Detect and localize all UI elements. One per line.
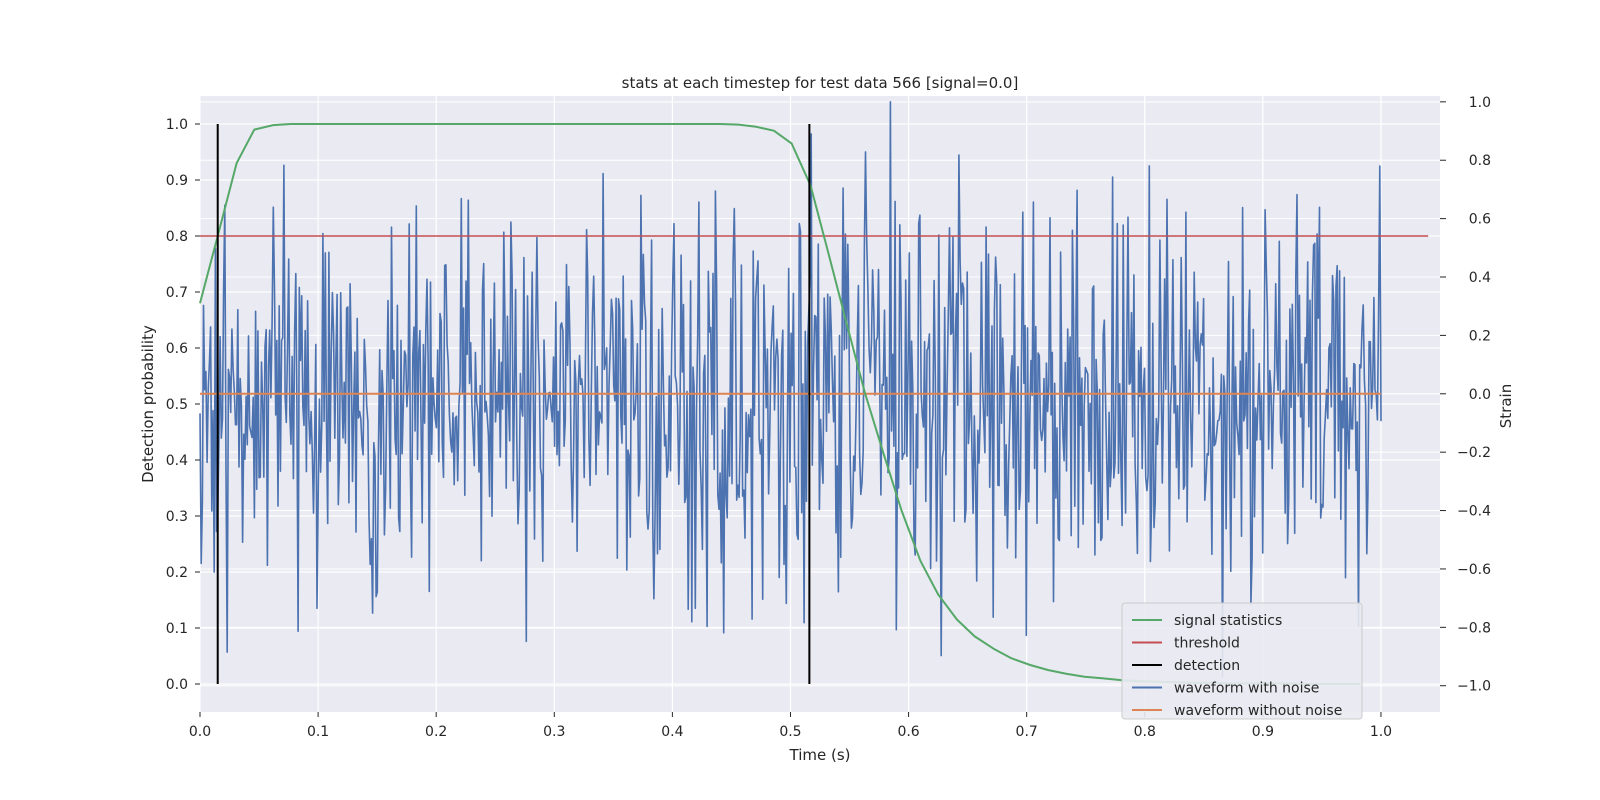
y-right-tick-label: −0.6 [1457, 562, 1491, 578]
y-tick-label: 0.4 [166, 453, 188, 469]
y-tick-label: 0.1 [166, 621, 188, 637]
x-tick-label: 0.1 [307, 724, 329, 740]
legend: signal statistics threshold detection wavef… [1121, 602, 1363, 720]
legend-box [1121, 602, 1363, 720]
x-tick-label: 0.6 [897, 724, 919, 740]
y-tick-label: 0.6 [166, 341, 188, 357]
y-tick-label: 0.3 [166, 509, 188, 525]
y-right-tick-label: −1.0 [1457, 679, 1491, 695]
x-tick-label: 0.8 [1134, 724, 1156, 740]
y-tick-label: 0.0 [166, 677, 188, 693]
x-tick-label: 0.9 [1252, 724, 1274, 740]
y-tick-label: 0.8 [166, 229, 188, 245]
y-tick-label: 0.2 [166, 565, 188, 581]
y-right-tick-label: 0.0 [1469, 387, 1491, 403]
x-tick-label: 1.0 [1370, 724, 1392, 740]
y-tick-label: 0.7 [166, 285, 188, 301]
x-tick-label: 0.3 [543, 724, 565, 740]
legend-label: waveform without noise [1174, 703, 1342, 719]
x-tick-label: 0.4 [661, 724, 683, 740]
x-axis-ticks: 0.0 0.1 0.2 0.3 0.4 0.5 0.6 0.7 0.8 0.9 1.0 [189, 712, 1392, 740]
x-tick-label: 0.5 [779, 724, 801, 740]
series-waveform-with-noise [199, 101, 1382, 678]
legend-label: detection [1174, 658, 1240, 674]
legend-label: threshold [1174, 636, 1240, 652]
y-tick-label: 0.5 [166, 397, 188, 413]
x-tick-label: 0.2 [425, 724, 447, 740]
y-right-tick-label: −0.8 [1457, 620, 1491, 636]
y-right-axis-ticks: 1.0 0.8 0.6 0.4 0.2 0.0 −0.2 −0.4 −0.6 −0.8 −1.0 [1440, 95, 1491, 695]
y-right-tick-label: −0.4 [1457, 504, 1491, 520]
y-right-tick-label: 0.4 [1469, 270, 1491, 286]
y-tick-label: 0.9 [166, 173, 188, 189]
y-axis-label: Detection probability [139, 325, 157, 483]
x-axis-label: Time (s) [789, 746, 851, 764]
legend-label: waveform with noise [1174, 681, 1319, 697]
y-right-tick-label: 0.6 [1469, 212, 1491, 228]
y-right-tick-label: −0.2 [1457, 445, 1491, 461]
chart-title: stats at each timestep for test data 566… [622, 74, 1019, 92]
y-right-tick-label: 0.2 [1469, 328, 1491, 344]
y-tick-label: 1.0 [166, 117, 188, 133]
x-tick-label: 0.7 [1016, 724, 1038, 740]
y-right-tick-label: 1.0 [1469, 95, 1491, 111]
y-right-tick-label: 0.8 [1469, 153, 1491, 169]
legend-label: signal statistics [1174, 613, 1282, 629]
x-tick-label: 0.0 [189, 724, 211, 740]
y-right-axis-label: Strain [1497, 384, 1515, 428]
y-axis-ticks: 0.0 0.1 0.2 0.3 0.4 0.5 0.6 0.7 0.8 0.9 1.0 [166, 117, 200, 693]
